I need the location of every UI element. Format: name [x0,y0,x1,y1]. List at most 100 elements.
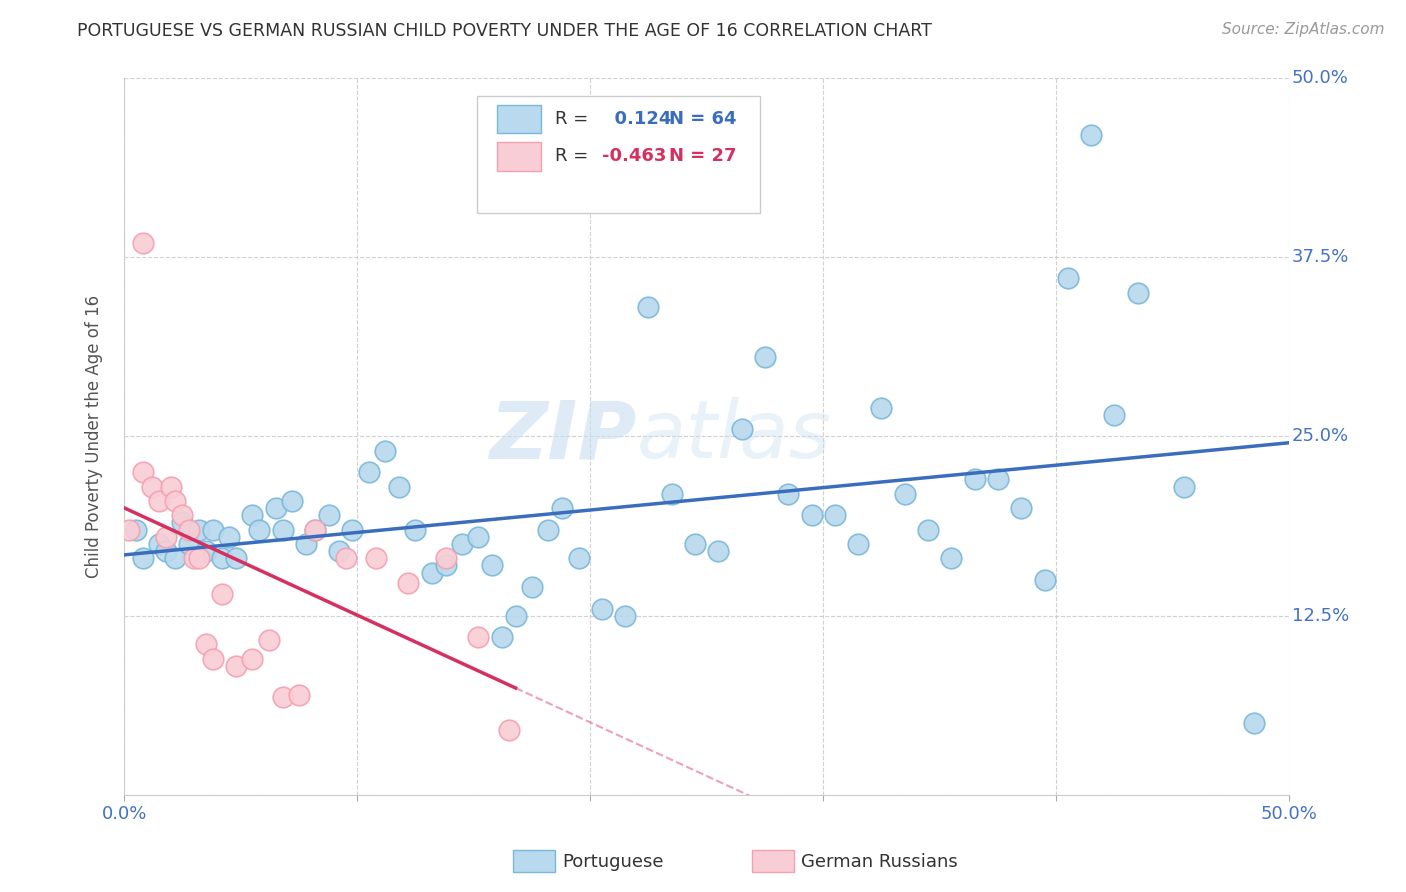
Point [281,494,304,508]
Point [201,523,224,537]
Point [707,544,730,558]
Point [172,516,194,530]
Point [240,508,263,523]
Point [148,537,170,551]
Point [364,551,387,566]
Point [211,587,233,601]
Point [481,558,503,573]
Text: R =: R = [555,110,589,128]
Text: 50.0%: 50.0% [1292,69,1348,87]
Point [1243,716,1265,731]
Point [271,523,294,537]
Point [194,544,217,558]
Point [318,508,340,523]
Point [295,537,318,551]
Point [201,651,224,665]
Text: atlas: atlas [637,397,831,475]
Point [132,465,155,479]
Point [730,422,752,436]
Point [917,523,939,537]
Text: 25.0%: 25.0% [1292,427,1348,445]
Point [1010,501,1032,516]
Point [141,479,163,493]
Point [537,523,560,537]
Point [148,494,170,508]
Point [388,479,411,493]
Point [155,530,177,544]
Point [551,501,574,516]
FancyBboxPatch shape [496,142,541,170]
Point [183,551,205,566]
Point [1033,573,1056,587]
Point [304,523,326,537]
Text: 0.124: 0.124 [602,110,671,128]
Point [778,486,800,500]
Point [335,551,357,566]
Point [288,688,311,702]
Text: N = 64: N = 64 [669,110,737,128]
FancyBboxPatch shape [477,96,761,213]
Point [396,575,419,590]
Text: Portuguese: Portuguese [562,853,664,871]
Point [257,633,280,648]
Point [434,558,457,573]
Point [304,523,326,537]
FancyBboxPatch shape [496,104,541,134]
Text: 12.5%: 12.5% [1292,607,1348,624]
Point [187,523,209,537]
Point [420,566,443,580]
Point [870,401,893,415]
Point [155,544,177,558]
Point [218,530,240,544]
Point [941,551,963,566]
Point [491,630,513,644]
Point [824,508,846,523]
Point [661,486,683,500]
Point [1080,128,1102,142]
Point [567,551,589,566]
Point [1104,408,1126,422]
Text: PORTUGUESE VS GERMAN RUSSIAN CHILD POVERTY UNDER THE AGE OF 16 CORRELATION CHART: PORTUGUESE VS GERMAN RUSSIAN CHILD POVER… [77,22,932,40]
Point [1126,285,1149,300]
Point [894,486,917,500]
Point [118,523,141,537]
Point [374,443,396,458]
Point [987,472,1010,486]
Point [614,608,637,623]
Point [963,472,986,486]
Point [159,479,181,493]
Point [754,351,776,365]
Point [467,630,489,644]
Point [404,523,426,537]
Point [194,637,217,651]
Text: German Russians: German Russians [801,853,957,871]
Point [328,544,350,558]
Point [247,523,270,537]
Point [187,551,209,566]
Text: R =: R = [555,147,589,165]
Point [165,494,187,508]
Point [591,601,613,615]
Point [271,690,294,705]
Point [125,523,148,537]
Point [637,300,659,314]
Point [225,551,247,566]
Text: -0.463: -0.463 [602,147,666,165]
Point [132,551,155,566]
Text: 37.5%: 37.5% [1292,248,1348,266]
Point [225,659,247,673]
Point [1057,271,1080,285]
Text: ZIP: ZIP [489,397,637,475]
Point [357,465,380,479]
Point [1173,479,1195,493]
Text: N = 27: N = 27 [669,147,737,165]
Point [179,537,201,551]
Point [800,508,823,523]
Point [240,651,263,665]
Point [451,537,474,551]
Point [434,551,457,566]
Point [683,537,706,551]
Point [342,523,364,537]
Point [520,580,543,594]
Text: Source: ZipAtlas.com: Source: ZipAtlas.com [1222,22,1385,37]
